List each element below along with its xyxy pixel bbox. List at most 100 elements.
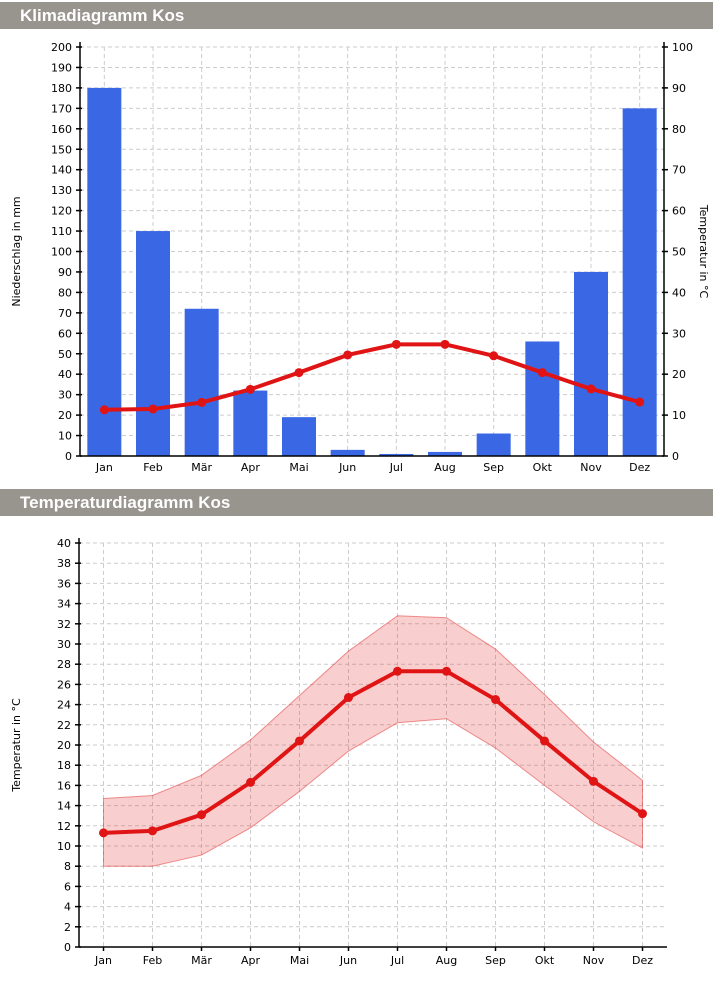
left-tick-label: 20: [58, 409, 72, 422]
left-tick-label: 170: [51, 102, 72, 115]
left-tick-label: 0: [65, 450, 72, 463]
left-tick-label: 140: [51, 164, 72, 177]
month-label: Mai: [290, 954, 309, 967]
mean-temperature-point: [197, 810, 206, 820]
left-tick-label: 10: [58, 430, 72, 443]
temperature-point: [148, 404, 158, 414]
left-tick-label: 24: [57, 699, 71, 712]
month-label: Okt: [535, 954, 555, 967]
temperature-point: [489, 351, 499, 361]
month-label: Jan: [95, 461, 113, 474]
temperature-point: [343, 350, 353, 360]
right-tick-label: 100: [672, 41, 693, 54]
section-header-temperaturdiagramm: Temperaturdiagramm Kos: [0, 489, 713, 516]
left-tick-label: 150: [51, 143, 72, 156]
right-tick-label: 0: [672, 450, 679, 463]
left-tick-label: 22: [57, 719, 71, 732]
month-label: Apr: [241, 954, 261, 967]
left-tick-label: 6: [64, 880, 71, 893]
month-label: Dez: [629, 461, 650, 474]
precipitation-bar: [330, 449, 365, 456]
month-label: Jul: [389, 461, 403, 474]
month-label: Jul: [390, 954, 404, 967]
left-tick-label: 120: [51, 205, 72, 218]
mean-temperature-point: [638, 809, 647, 819]
month-label: Okt: [533, 461, 553, 474]
left-tick-label: 38: [57, 557, 71, 570]
month-label: Feb: [143, 461, 162, 474]
mean-temperature-point: [99, 828, 108, 838]
month-label: Mai: [289, 461, 308, 474]
axis-labels: 0246810121416182022242628303234363840Jan…: [10, 537, 653, 967]
temperature-markers: [99, 339, 645, 415]
left-tick-label: 8: [64, 860, 71, 873]
left-tick-label: 18: [57, 759, 71, 772]
right-tick-label: 60: [672, 205, 686, 218]
month-label: Nov: [583, 954, 605, 967]
month-label: Sep: [485, 954, 506, 967]
left-tick-label: 4: [64, 901, 71, 914]
left-tick-label: 130: [51, 184, 72, 197]
month-label: Jun: [338, 461, 356, 474]
temperature-point: [294, 368, 304, 378]
temperature-point: [99, 405, 109, 415]
section-header-klimadiagramm: Klimadiagramm Kos: [0, 2, 713, 29]
precipitation-bar: [136, 231, 170, 456]
temperature-line: [102, 342, 642, 412]
gridlines: [79, 542, 667, 947]
mean-temperature-line: [101, 669, 645, 835]
precipitation-bar: [282, 417, 316, 456]
left-tick-label: 14: [57, 800, 71, 813]
left-tick-label: 20: [57, 739, 71, 752]
temperature-point: [586, 384, 596, 394]
left-tick-label: 36: [57, 577, 71, 590]
month-label: Feb: [143, 954, 162, 967]
gridlines: [80, 46, 664, 456]
left-tick-label: 34: [57, 598, 71, 611]
mean-temperature-markers: [99, 666, 647, 838]
month-label: Dez: [632, 954, 653, 967]
month-label: Apr: [241, 461, 261, 474]
month-label: Nov: [580, 461, 602, 474]
axis-labels: 0102030405060708090100110120130140150160…: [10, 41, 710, 474]
temperaturdiagramm-chart: 0246810121416182022242628303234363840Jan…: [10, 537, 667, 967]
right-tick-label: 10: [672, 409, 686, 422]
left-tick-label: 80: [58, 286, 72, 299]
left-tick-label: 70: [58, 307, 72, 320]
section-title-klimadiagramm: Klimadiagramm Kos: [20, 6, 185, 25]
left-tick-label: 2: [64, 921, 71, 934]
month-label: Aug: [434, 461, 455, 474]
left-tick-label: 200: [51, 41, 72, 54]
precipitation-bar: [525, 341, 560, 456]
temperature-point: [537, 368, 547, 378]
mean-temperature-point: [442, 666, 451, 676]
precipitation-bar: [428, 451, 462, 456]
precipitation-bar: [476, 433, 511, 456]
mean-temperature-point: [540, 736, 549, 746]
left-tick-label: 30: [57, 638, 71, 651]
left-tick-label: 12: [57, 820, 71, 833]
left-tick-label: 50: [58, 348, 72, 361]
month-label: Sep: [483, 461, 504, 474]
mean-temperature-point: [295, 736, 304, 746]
temperature-point: [635, 397, 645, 407]
right-tick-label: 40: [672, 286, 686, 299]
temperature-point: [440, 339, 450, 349]
precipitation-bar: [574, 271, 608, 456]
right-tick-label: 90: [672, 82, 686, 95]
right-tick-label: 30: [672, 327, 686, 340]
mean-temperature-point: [148, 826, 157, 836]
left-axis-title: Niederschlag in mm: [10, 196, 23, 306]
left-tick-label: 100: [51, 246, 72, 259]
klimadiagramm-chart: 0102030405060708090100110120130140150160…: [10, 41, 710, 474]
section-title-temperaturdiagramm: Temperaturdiagramm Kos: [20, 493, 231, 512]
left-tick-label: 190: [51, 61, 72, 74]
right-tick-label: 70: [672, 164, 686, 177]
left-tick-label: 16: [57, 779, 71, 792]
precipitation-bar: [184, 308, 219, 456]
left-tick-label: 0: [64, 941, 71, 954]
month-label: Mär: [191, 954, 212, 967]
left-tick-label: 110: [51, 225, 72, 238]
mean-temperature-point: [246, 777, 255, 787]
temperature-point: [391, 339, 401, 349]
